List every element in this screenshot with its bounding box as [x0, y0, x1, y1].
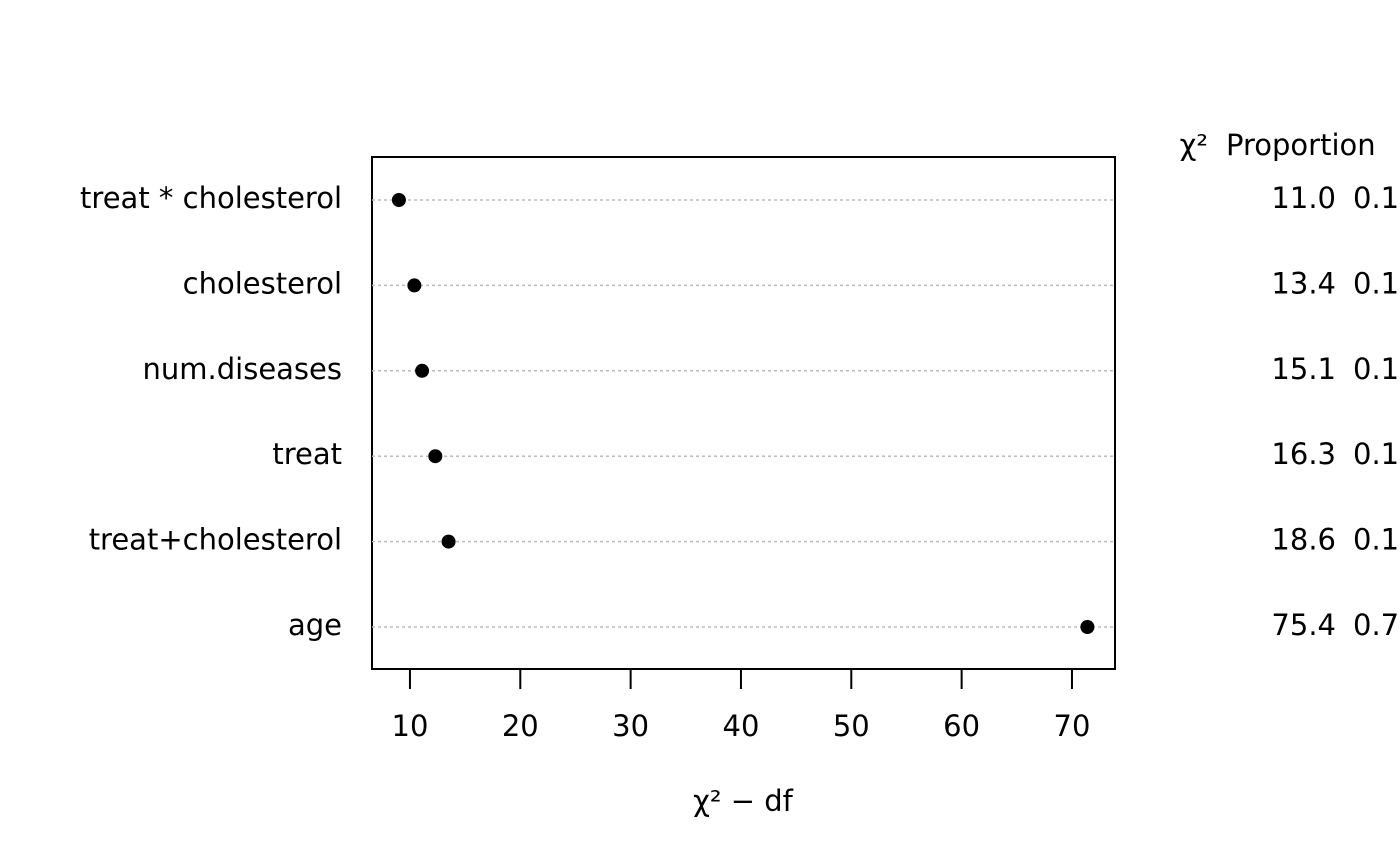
dot: [1080, 620, 1095, 634]
table-chi2: 18.6: [1271, 523, 1336, 557]
x-tick-label: 70: [1054, 709, 1091, 743]
table-chi2: 11.0: [1271, 181, 1336, 215]
x-tick-label: 60: [943, 709, 980, 743]
table-proportion: 0.1: [1353, 266, 1399, 300]
dot: [428, 449, 443, 464]
x-tick-label: 10: [392, 709, 429, 743]
table-header: Proportion: [1226, 128, 1376, 162]
dot: [407, 278, 422, 293]
plot-frame: [371, 156, 1116, 670]
table-proportion: 0.1: [1353, 181, 1399, 215]
x-tick-label: 20: [502, 709, 539, 743]
x-axis-label: χ² − df: [693, 784, 794, 818]
table-proportion: 0.1: [1353, 352, 1399, 386]
y-tick-label: treat: [272, 437, 342, 471]
y-tick-label: age: [288, 608, 342, 642]
y-tick-label: treat * cholesterol: [80, 181, 342, 215]
y-tick-label: num.diseases: [143, 352, 342, 386]
y-tick-label: cholesterol: [183, 266, 342, 300]
x-tick-label: 30: [612, 709, 649, 743]
table-proportion: 0.1: [1353, 523, 1399, 557]
x-tick-label: 50: [833, 709, 870, 743]
table-proportion: 0.1: [1353, 437, 1399, 471]
table-header: χ²: [1180, 128, 1208, 162]
table-proportion: 0.7: [1353, 608, 1399, 642]
x-tick-label: 40: [723, 709, 760, 743]
dot: [391, 193, 406, 207]
table-chi2: 75.4: [1271, 608, 1336, 642]
table-chi2: 16.3: [1271, 437, 1336, 471]
table-chi2: 13.4: [1271, 266, 1336, 300]
y-tick-label: treat+cholesterol: [89, 523, 342, 557]
table-chi2: 15.1: [1271, 352, 1336, 386]
dot: [441, 534, 456, 549]
dot: [415, 363, 430, 378]
